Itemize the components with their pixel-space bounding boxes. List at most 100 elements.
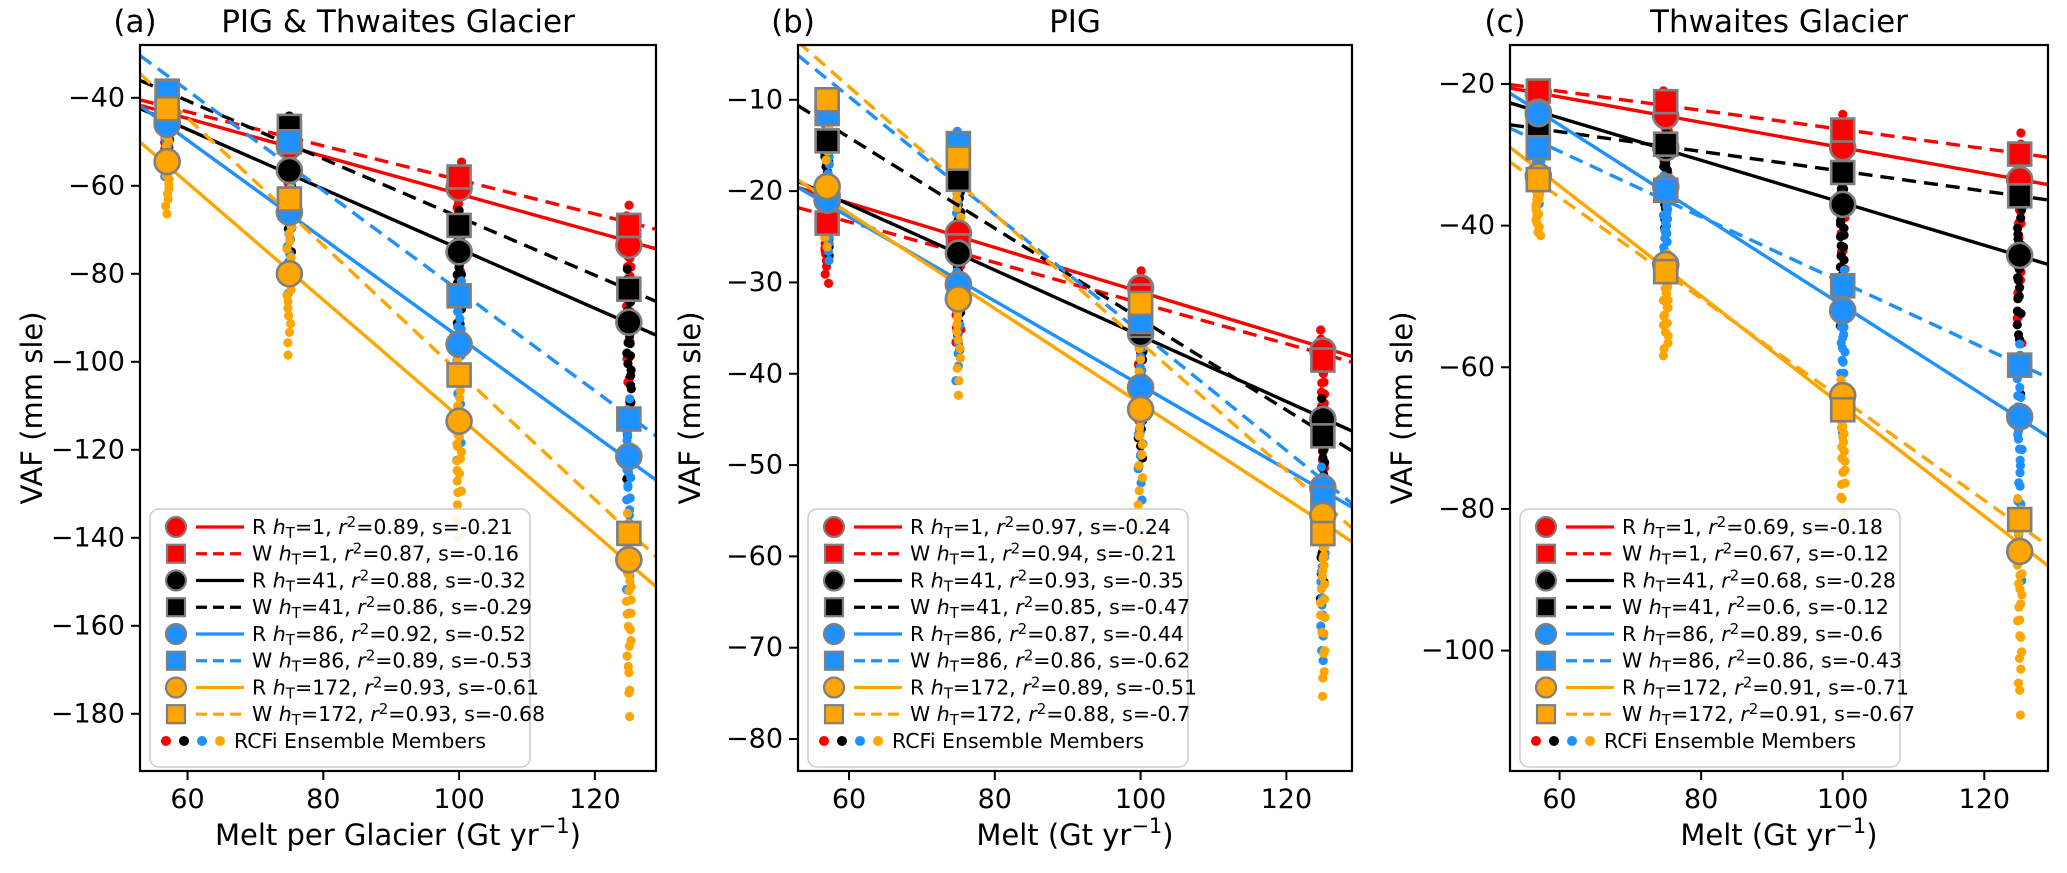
ensemble-dot bbox=[285, 236, 295, 246]
ensemble-dot bbox=[1316, 462, 1327, 472]
ensemble-dot bbox=[283, 303, 293, 313]
legend-row: R hT=1, r2=0.69, s=-0.18 bbox=[1534, 513, 1883, 542]
ensemble-dot bbox=[2013, 234, 2023, 244]
regression-line-R-ht172 bbox=[798, 178, 1352, 544]
regression-line-W-ht172 bbox=[140, 72, 656, 558]
x-tick-label: 80 bbox=[978, 784, 1012, 815]
ensemble-dot bbox=[2016, 632, 2026, 642]
ensemble-dot bbox=[2014, 291, 2024, 301]
mean-marker-circle-R-ht41 bbox=[615, 308, 643, 337]
mean-marker-circle-R-ht86 bbox=[2005, 403, 2034, 431]
ensemble-dot bbox=[955, 353, 965, 363]
legend-ensemble-dot bbox=[837, 735, 847, 746]
x-tick-label: 120 bbox=[1959, 784, 2011, 815]
ensemble-dot bbox=[1662, 214, 1673, 224]
y-tick-label: −40 bbox=[1438, 210, 1495, 241]
ensemble-dot bbox=[622, 651, 632, 661]
legend-marker-square bbox=[1535, 597, 1557, 618]
ensemble-dot bbox=[625, 351, 636, 361]
ensemble-dot bbox=[626, 365, 636, 375]
legend-row: W hT=1, r2=0.87, s=-0.16 bbox=[165, 540, 519, 569]
ensemble-dot bbox=[1536, 231, 1546, 241]
x-tick-label: 80 bbox=[306, 784, 340, 815]
legend-row: W hT=1, r2=0.67, s=-0.12 bbox=[1535, 540, 1889, 569]
legend-marker-square bbox=[1535, 704, 1557, 725]
legend-entry-label: W hT=172, r2=0.93, s=-0.68 bbox=[252, 700, 545, 729]
mean-markers-layer bbox=[153, 78, 643, 574]
mean-marker-square-W-ht172 bbox=[616, 520, 642, 547]
ensemble-dot bbox=[1835, 219, 1846, 229]
ensemble-dot bbox=[2015, 584, 2025, 594]
ensemble-dot bbox=[453, 307, 463, 317]
ensemble-dot bbox=[952, 327, 962, 337]
ensemble-dot bbox=[2013, 493, 2023, 504]
regression-lines-layer bbox=[140, 54, 656, 588]
mean-marker-square-W-ht86 bbox=[276, 129, 303, 155]
mean-marker-circle-R-ht41 bbox=[445, 238, 473, 266]
ensemble-dot bbox=[624, 467, 634, 478]
ensemble-dot bbox=[1839, 255, 1849, 265]
mean-marker-square-W-ht41 bbox=[945, 166, 972, 193]
mean-marker-square-W-ht172 bbox=[446, 362, 472, 388]
legend-marker-circle bbox=[822, 676, 846, 699]
mean-marker-square-W-ht86 bbox=[616, 406, 642, 432]
ensemble-dot bbox=[622, 264, 632, 274]
ensemble-dot bbox=[1317, 393, 1327, 404]
regression-line-W-ht86 bbox=[1510, 126, 2048, 380]
mean-marker-circle-R-ht86 bbox=[1524, 99, 1553, 128]
ensemble-dot bbox=[456, 486, 467, 496]
axes-frame bbox=[1508, 43, 2050, 773]
regression-line-W-ht41 bbox=[140, 78, 656, 303]
legend-row: R hT=172, r2=0.89, s=-0.51 bbox=[822, 673, 1197, 702]
ensemble-dot bbox=[1838, 242, 1849, 252]
legend-row: W hT=41, r2=0.6, s=-0.12 bbox=[1535, 593, 1889, 622]
mean-marker-circle-R-ht41 bbox=[944, 239, 973, 268]
ensemble-dot bbox=[1839, 429, 1849, 439]
ensemble-dot bbox=[2015, 710, 2026, 720]
regression-line-W-ht86 bbox=[798, 54, 1352, 505]
y-axis-label: VAF (mm sle) bbox=[1385, 311, 1419, 504]
ensemble-dot bbox=[452, 441, 462, 451]
regression-line-R-ht86 bbox=[140, 104, 656, 482]
ensemble-dot bbox=[1838, 109, 1848, 119]
mean-marker-square-W-ht172 bbox=[814, 86, 840, 113]
ensemble-dot bbox=[1662, 237, 1672, 247]
legend-entry-label: R hT=86, r2=0.87, s=-0.44 bbox=[910, 620, 1184, 649]
ensemble-dot bbox=[1134, 431, 1144, 441]
mean-marker-square-W-ht172 bbox=[1829, 396, 1856, 423]
ensemble-dot bbox=[1318, 656, 1328, 666]
panel-c: (c) Thwaites Glacier 60 80 100 120 −20 −40 −60 −8… bbox=[1385, 4, 2050, 852]
legend-entry-label: W hT=86, r2=0.86, s=-0.62 bbox=[910, 647, 1190, 676]
ensemble-dot bbox=[2015, 282, 2025, 293]
regression-line-W-ht1 bbox=[798, 206, 1352, 364]
legend-ensemble-dot bbox=[855, 735, 865, 746]
ensemble-dot bbox=[1836, 479, 1847, 489]
mean-marker-circle-R-ht41 bbox=[1828, 190, 1857, 219]
ensemble-dot bbox=[622, 495, 632, 505]
y-tick-label: −140 bbox=[51, 522, 125, 553]
ensemble-dot bbox=[953, 335, 963, 345]
ensemble-dot bbox=[623, 661, 633, 672]
legend-marker-circle bbox=[1534, 569, 1558, 592]
regression-line-W-ht1 bbox=[1510, 82, 2048, 159]
y-tick-label: −160 bbox=[51, 610, 125, 641]
legend-ensemble-dot bbox=[1567, 735, 1577, 746]
ensemble-dot bbox=[955, 343, 965, 354]
ensemble-dot bbox=[452, 476, 462, 486]
mean-marker-square-W-ht1 bbox=[1652, 88, 1679, 115]
legend-entry-label: R hT=1, r2=0.69, s=-0.18 bbox=[1622, 513, 1883, 542]
mean-marker-square-W-ht86 bbox=[446, 282, 472, 309]
ensemble-dot bbox=[1319, 628, 1329, 639]
mean-marker-square-W-ht41 bbox=[1310, 423, 1336, 449]
y-tick-label: −80 bbox=[726, 724, 783, 755]
ensemble-dot bbox=[1662, 302, 1672, 312]
ensemble-dot bbox=[2013, 429, 2023, 440]
ensemble-dot bbox=[625, 394, 635, 404]
y-tick-label: −40 bbox=[68, 82, 125, 113]
mean-marker-circle-R-ht41 bbox=[2005, 241, 2034, 270]
ensemble-dot bbox=[625, 685, 635, 695]
ensemble-dot bbox=[952, 319, 962, 330]
ensemble-dot bbox=[1133, 500, 1143, 510]
regression-line-R-ht1 bbox=[798, 185, 1352, 359]
mean-marker-square-W-ht86 bbox=[1829, 273, 1856, 299]
